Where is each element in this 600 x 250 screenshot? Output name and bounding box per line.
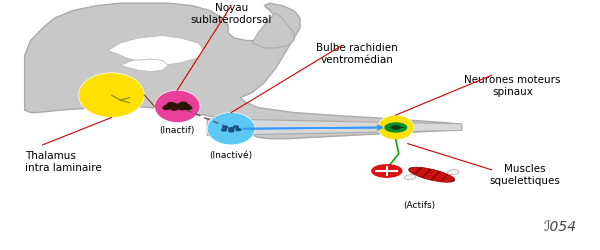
Text: Muscles
squelettiques: Muscles squelettiques	[489, 164, 560, 186]
Circle shape	[163, 106, 170, 109]
Circle shape	[165, 105, 172, 108]
Polygon shape	[25, 3, 461, 139]
Polygon shape	[207, 119, 461, 136]
Circle shape	[372, 165, 402, 177]
Text: Thalamus
intra laminaire: Thalamus intra laminaire	[25, 152, 101, 173]
Circle shape	[223, 126, 227, 128]
Ellipse shape	[448, 170, 459, 175]
Ellipse shape	[378, 115, 414, 140]
Text: Neurones moteurs
spinaux: Neurones moteurs spinaux	[464, 75, 561, 97]
Ellipse shape	[404, 175, 416, 180]
Ellipse shape	[409, 167, 455, 182]
Ellipse shape	[79, 73, 145, 118]
Circle shape	[182, 104, 190, 108]
Circle shape	[184, 106, 191, 109]
Text: (Actifs): (Actifs)	[404, 201, 436, 210]
Ellipse shape	[155, 90, 200, 122]
Circle shape	[178, 107, 185, 110]
Text: (Inactivé): (Inactivé)	[209, 151, 253, 160]
Circle shape	[385, 123, 407, 132]
Ellipse shape	[207, 112, 255, 145]
Text: (Inactif): (Inactif)	[160, 126, 195, 135]
Circle shape	[179, 102, 187, 105]
Polygon shape	[109, 36, 204, 65]
Circle shape	[233, 126, 238, 128]
Circle shape	[229, 130, 233, 132]
Polygon shape	[252, 13, 294, 48]
Polygon shape	[121, 59, 169, 72]
Circle shape	[173, 104, 181, 107]
Text: Noyau
sublatérodorsal: Noyau sublatérodorsal	[190, 3, 272, 25]
Circle shape	[168, 102, 175, 106]
Circle shape	[236, 129, 241, 130]
Text: Bulbe rachidien
ventromédian: Bulbe rachidien ventromédian	[316, 43, 398, 64]
Circle shape	[392, 126, 400, 129]
Circle shape	[221, 129, 226, 131]
Circle shape	[229, 128, 233, 130]
Circle shape	[170, 107, 178, 110]
Text: ℐ054: ℐ054	[544, 220, 577, 234]
